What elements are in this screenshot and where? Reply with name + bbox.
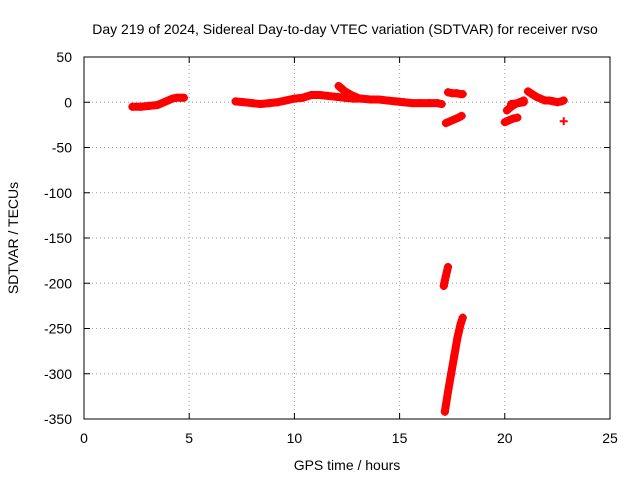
data-point [315,91,324,100]
y-tick-label: -250 [44,321,72,337]
data-point [442,267,451,276]
data-point [440,276,449,285]
data-point [273,98,282,107]
axis-ticks [83,56,611,420]
data-point [519,98,528,107]
data-point [256,100,265,109]
data-point [408,99,417,108]
x-tick-label: 20 [497,430,513,446]
x-tick-label: 0 [80,430,88,446]
data-band [334,81,362,102]
data-point [164,96,173,105]
data-point [298,93,307,102]
data-point [458,90,467,99]
data-point [513,113,522,122]
data-point [399,98,408,107]
x-tick-labels: 0 5 10 15 20 25 [80,430,618,446]
data-point [307,91,316,100]
y-tick-label: -200 [44,275,72,291]
data-point [446,117,455,126]
data-point [159,98,168,107]
y-tick-label: -300 [44,366,72,382]
y-tick-label: -50 [52,140,72,156]
data-point [334,81,343,90]
data-point [136,102,145,111]
y-tick-label: 50 [56,49,72,65]
data-point [559,117,568,126]
data-point [324,91,333,100]
data-point [443,387,452,396]
data-point [458,313,467,322]
data-point [347,91,356,100]
data-point [500,118,509,127]
y-axis-label: SDTVAR / TECUs [5,182,21,294]
data-points [128,81,568,416]
y-tick-labels: 50 0 -50 -100 -150 -200 -250 -300 -350 [44,49,72,427]
data-point [447,369,456,378]
data-point [505,116,514,125]
data-point [416,99,425,108]
data-point [559,96,568,105]
data-point [153,100,162,109]
x-tick-label: 25 [602,430,618,446]
data-point [456,319,465,328]
data-point [450,351,459,360]
data-point [248,99,257,108]
data-point [366,95,375,104]
grid-lines [84,57,610,419]
x-tick-label: 5 [185,430,193,446]
data-point [391,97,400,106]
y-tick-label: 0 [64,94,72,110]
data-point [523,87,532,96]
data-point [179,93,188,102]
y-tick-label: -150 [44,230,72,246]
data-point [457,111,466,120]
data-point [374,95,383,104]
data-point [382,96,391,105]
x-tick-label: 10 [287,430,303,446]
data-point [340,87,349,96]
data-point [290,94,299,103]
data-point [439,281,448,290]
data-point [450,115,459,124]
data-point [502,106,511,115]
data-point [265,99,274,108]
chart-title: Day 219 of 2024, Sidereal Day-to-day VTE… [92,21,598,37]
y-tick-label: -350 [44,411,72,427]
data-band [440,313,467,416]
plot-frame [83,56,611,420]
data-point [528,90,537,99]
data-point [532,92,541,101]
data-point [231,97,240,106]
x-axis-label: GPS time / hours [294,457,401,473]
data-point [353,93,362,102]
data-point [441,119,450,128]
data-point [239,98,248,107]
data-point [281,96,290,105]
y-tick-label: -100 [44,185,72,201]
data-point [453,333,462,342]
data-point [145,101,154,110]
data-point [441,272,450,281]
data-point [425,99,434,108]
data-point [440,407,449,416]
data-point [536,94,545,103]
data-point [443,262,452,271]
data-point [437,100,446,109]
data-point [128,102,137,111]
data-point [332,92,341,101]
x-tick-label: 15 [392,430,408,446]
